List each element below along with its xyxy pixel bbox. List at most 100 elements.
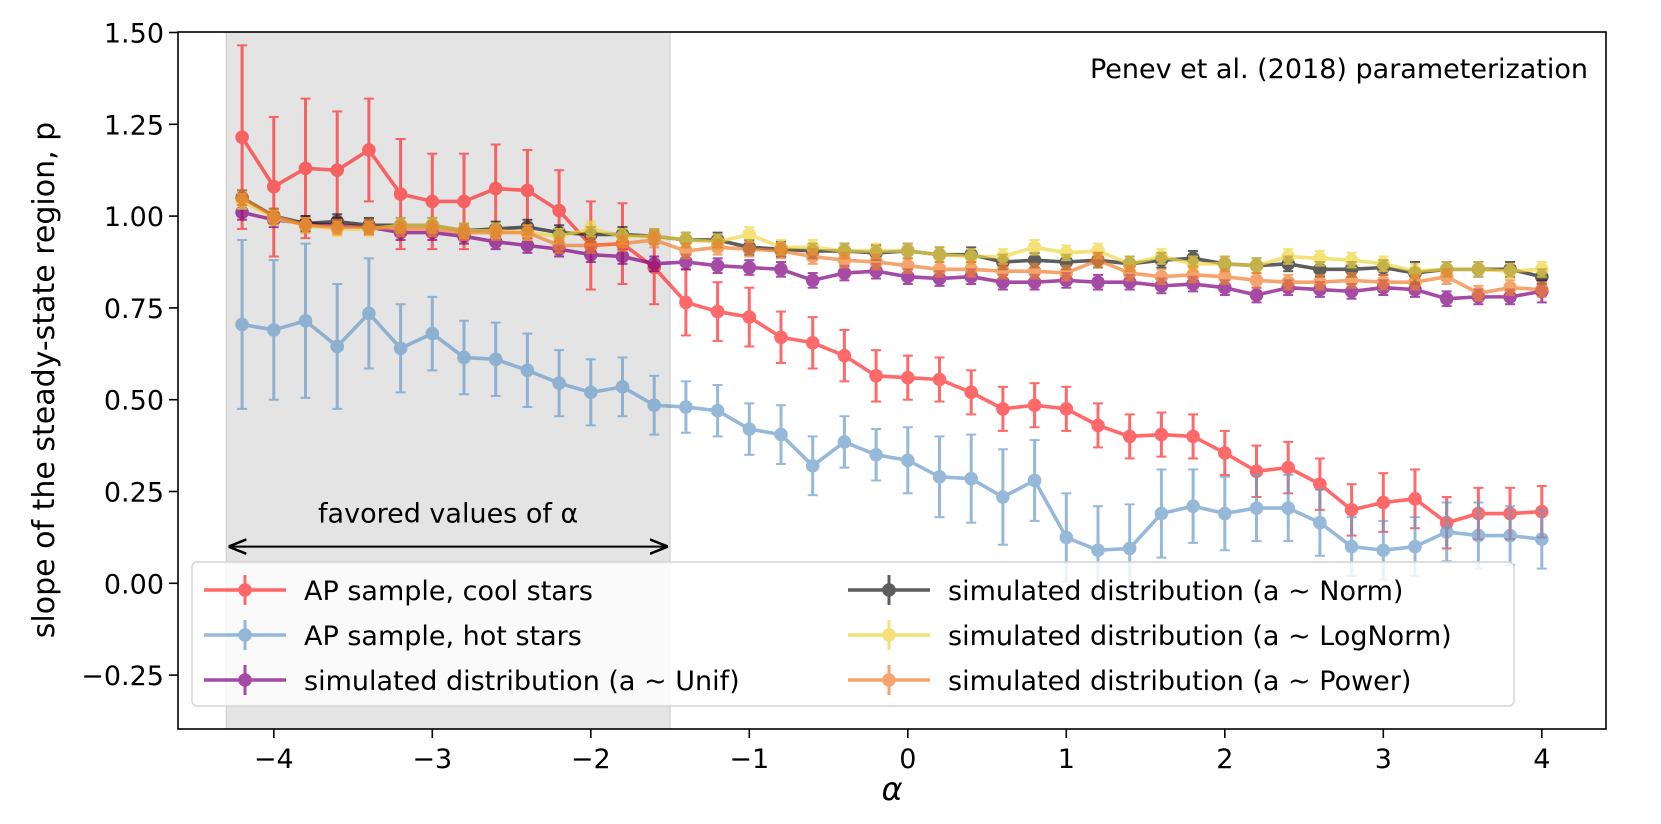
data-point bbox=[710, 403, 725, 418]
legend-swatch bbox=[848, 665, 930, 695]
data-point bbox=[267, 323, 281, 337]
data-point bbox=[615, 236, 630, 251]
data-point bbox=[1059, 246, 1074, 260]
y-tick-label: 1.00 bbox=[104, 202, 164, 233]
data-point bbox=[996, 264, 1010, 278]
y-axis-label: slope of the steady-state region, p bbox=[27, 122, 62, 638]
x-tick-label: 2 bbox=[1216, 744, 1233, 775]
x-tick-label: −4 bbox=[254, 744, 294, 775]
data-point bbox=[1091, 543, 1105, 558]
legend-label: simulated distribution (a ~ Power) bbox=[948, 666, 1411, 697]
data-point bbox=[488, 225, 503, 240]
data-point bbox=[1344, 253, 1359, 267]
data-point bbox=[1408, 492, 1422, 506]
data-point bbox=[805, 335, 820, 350]
data-point bbox=[457, 225, 471, 240]
data-point bbox=[774, 330, 788, 345]
data-point bbox=[1281, 501, 1295, 515]
data-point bbox=[1313, 477, 1327, 491]
x-tick-label: 0 bbox=[899, 744, 916, 775]
x-tick-label: 4 bbox=[1533, 744, 1550, 775]
data-point bbox=[996, 402, 1010, 416]
data-point bbox=[298, 218, 313, 233]
data-point bbox=[298, 313, 313, 328]
data-point bbox=[901, 453, 915, 468]
data-point bbox=[235, 317, 249, 332]
data-point bbox=[1154, 427, 1169, 442]
legend-swatch-marker bbox=[882, 583, 896, 597]
data-point bbox=[964, 471, 978, 486]
data-point bbox=[869, 447, 883, 462]
data-point bbox=[837, 435, 852, 449]
data-point bbox=[393, 187, 408, 201]
data-point bbox=[1535, 532, 1549, 547]
data-point bbox=[1027, 240, 1042, 255]
data-point bbox=[1059, 402, 1074, 416]
data-point bbox=[837, 348, 852, 363]
data-point bbox=[1281, 275, 1295, 289]
data-point bbox=[1249, 273, 1264, 288]
data-point bbox=[742, 227, 757, 242]
data-point bbox=[1218, 269, 1232, 284]
data-point bbox=[932, 262, 947, 277]
data-point bbox=[647, 257, 661, 271]
legend-item: simulated distribution (a ~ Power) bbox=[848, 665, 1411, 697]
data-point bbox=[679, 400, 693, 414]
favored-range-label: favored values of α bbox=[318, 499, 578, 530]
data-point bbox=[774, 262, 788, 277]
data-point bbox=[1503, 528, 1517, 543]
data-point bbox=[362, 143, 376, 157]
data-point bbox=[932, 247, 947, 262]
data-point bbox=[1535, 282, 1549, 297]
data-point bbox=[520, 363, 535, 378]
data-point bbox=[1344, 273, 1359, 288]
data-point bbox=[1122, 429, 1137, 444]
data-point bbox=[1218, 446, 1232, 460]
legend-swatch-marker bbox=[238, 673, 252, 687]
data-point bbox=[1249, 258, 1264, 273]
legend-label: simulated distribution (a ~ LogNorm) bbox=[948, 621, 1452, 652]
data-point bbox=[679, 295, 693, 310]
data-point bbox=[869, 255, 883, 269]
data-point bbox=[805, 273, 820, 288]
data-point bbox=[710, 240, 725, 255]
plot-annotation: Penev et al. (2018) parameterization bbox=[1090, 54, 1588, 85]
data-point bbox=[1249, 501, 1264, 515]
data-point bbox=[1186, 268, 1200, 282]
legend-label: AP sample, cool stars bbox=[304, 576, 593, 607]
data-point bbox=[742, 422, 757, 436]
y-tick-label: 1.50 bbox=[104, 19, 164, 50]
data-point bbox=[837, 253, 852, 267]
x-tick-label: 1 bbox=[1058, 744, 1075, 775]
legend-label: simulated distribution (a ~ Unif) bbox=[304, 666, 740, 697]
legend-label: simulated distribution (a ~ Norm) bbox=[948, 576, 1403, 607]
y-tick-label: 0.00 bbox=[104, 569, 164, 600]
legend-swatch bbox=[848, 620, 930, 650]
data-point bbox=[330, 163, 345, 177]
data-point bbox=[1249, 288, 1264, 302]
data-point bbox=[1281, 249, 1295, 264]
data-point bbox=[488, 181, 503, 196]
data-point bbox=[425, 326, 440, 341]
data-point bbox=[362, 306, 376, 321]
data-point bbox=[1376, 495, 1391, 510]
data-point bbox=[996, 249, 1010, 264]
data-point bbox=[837, 266, 852, 280]
data-point bbox=[901, 370, 915, 385]
data-point bbox=[1439, 269, 1454, 284]
data-point bbox=[1027, 264, 1042, 278]
data-point bbox=[964, 249, 978, 264]
data-point bbox=[520, 238, 535, 253]
data-point bbox=[1059, 266, 1074, 280]
data-point bbox=[1218, 506, 1232, 521]
data-point bbox=[457, 350, 471, 365]
data-point bbox=[584, 385, 598, 400]
data-point bbox=[1503, 264, 1517, 278]
y-tick-label: −0.25 bbox=[81, 661, 164, 692]
data-point bbox=[393, 222, 408, 236]
data-point bbox=[774, 427, 788, 442]
data-point bbox=[235, 190, 249, 205]
data-point bbox=[1059, 530, 1074, 545]
data-point bbox=[235, 130, 249, 144]
